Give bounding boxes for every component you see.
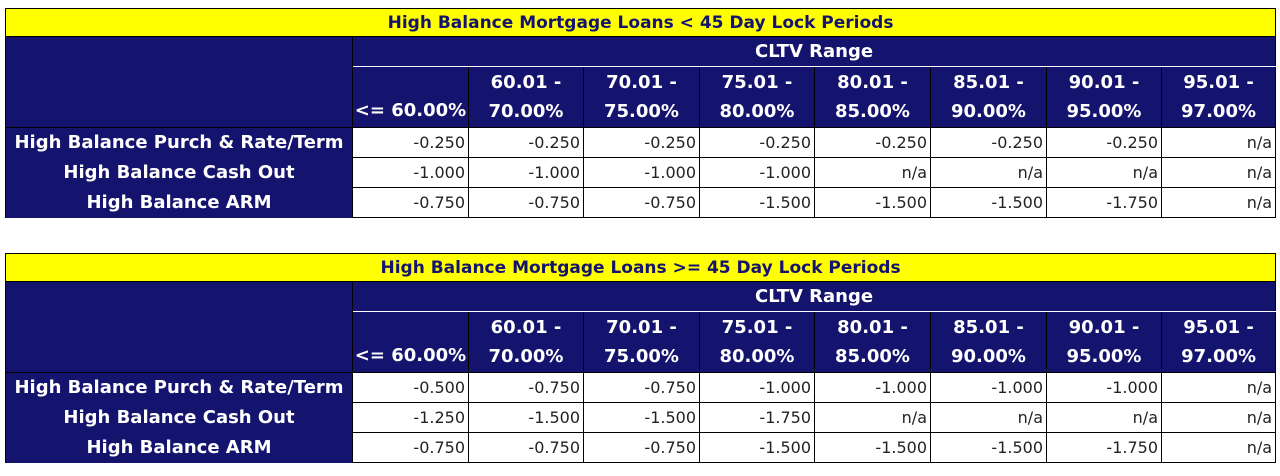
cell-value: -1.500 [699, 187, 815, 218]
cell-value: -0.750 [352, 187, 469, 218]
header-corner [5, 36, 353, 128]
cell-value: -0.250 [352, 127, 469, 158]
table-row: High Balance Cash Out -1.250 -1.500 -1.5… [5, 402, 1277, 433]
adjustment-table-under-45-day: High Balance Mortgage Loans < 45 Day Loc… [4, 8, 1277, 218]
cell-value: -0.250 [930, 127, 1047, 158]
cltv-range-header: CLTV Range [351, 281, 1277, 312]
range-header: 70.01 -75.00% [583, 311, 700, 373]
cell-value: -1.500 [583, 402, 700, 433]
cell-value: -1.000 [699, 372, 815, 403]
range-header: 60.01 -70.00% [468, 66, 584, 128]
cell-value: -1.750 [1046, 187, 1162, 218]
cell-value: n/a [930, 157, 1047, 188]
header-corner [5, 281, 353, 373]
cell-value: n/a [814, 157, 931, 188]
cell-value: -0.750 [352, 432, 469, 463]
cell-value: -0.250 [814, 127, 931, 158]
range-header: 90.01 -95.00% [1046, 66, 1162, 128]
table-row: High Balance ARM -0.750 -0.750 -0.750 -1… [5, 432, 1277, 463]
range-header: 95.01 -97.00% [1160, 66, 1277, 128]
row-label: High Balance Purch & Rate/Term [5, 127, 353, 158]
cell-value: n/a [1160, 372, 1277, 403]
range-header: <= 60.00% [352, 66, 469, 128]
cell-value: -1.000 [1046, 372, 1162, 403]
cell-value: n/a [1160, 157, 1277, 188]
range-header: 80.01 -85.00% [814, 66, 931, 128]
cell-value: -1.500 [814, 187, 931, 218]
cell-value: n/a [1046, 157, 1162, 188]
cell-value: -0.250 [583, 127, 700, 158]
cell-value: -1.000 [468, 157, 584, 188]
cell-value: -1.000 [699, 157, 815, 188]
cell-value: n/a [1160, 432, 1277, 463]
cell-value: -0.250 [1046, 127, 1162, 158]
cell-value: -1.500 [468, 402, 584, 433]
cell-value: -1.750 [699, 402, 815, 433]
row-label: High Balance ARM [5, 432, 353, 463]
cltv-range-header: CLTV Range [351, 36, 1277, 67]
cell-value: -1.000 [583, 157, 700, 188]
table-title: High Balance Mortgage Loans < 45 Day Loc… [4, 8, 1277, 37]
cell-value: -0.500 [352, 372, 469, 403]
cell-value: n/a [1160, 187, 1277, 218]
cell-value: -0.750 [468, 372, 584, 403]
cell-value: -1.500 [814, 432, 931, 463]
cell-value: -1.750 [1046, 432, 1162, 463]
cell-value: n/a [1160, 127, 1277, 158]
cell-value: -1.000 [814, 372, 931, 403]
table-row: High Balance ARM -0.750 -0.750 -0.750 -1… [5, 187, 1277, 218]
table-row: High Balance Cash Out -1.000 -1.000 -1.0… [5, 157, 1277, 188]
range-header: <= 60.00% [352, 311, 469, 373]
cell-value: -1.500 [930, 432, 1047, 463]
cell-value: -0.750 [583, 187, 700, 218]
range-header: 85.01 -90.00% [930, 311, 1047, 373]
cell-value: -1.000 [930, 372, 1047, 403]
table-row: High Balance Purch & Rate/Term -0.500 -0… [5, 372, 1277, 403]
row-label: High Balance Cash Out [5, 157, 353, 188]
cell-value: n/a [1046, 402, 1162, 433]
range-header: 60.01 -70.00% [468, 311, 584, 373]
cell-value: -1.500 [699, 432, 815, 463]
cell-value: -0.750 [468, 432, 584, 463]
row-label: High Balance Cash Out [5, 402, 353, 433]
cell-value: -0.750 [583, 432, 700, 463]
cell-value: -0.750 [583, 372, 700, 403]
cell-value: -0.250 [468, 127, 584, 158]
range-header: 75.01 -80.00% [699, 66, 815, 128]
range-header: 95.01 -97.00% [1160, 311, 1277, 373]
row-label: High Balance ARM [5, 187, 353, 218]
cell-value: -0.250 [699, 127, 815, 158]
cell-value: -0.750 [468, 187, 584, 218]
range-header: 75.01 -80.00% [699, 311, 815, 373]
table-row: High Balance Purch & Rate/Term -0.250 -0… [5, 127, 1277, 158]
range-header: 85.01 -90.00% [930, 66, 1047, 128]
cell-value: n/a [1160, 402, 1277, 433]
row-label: High Balance Purch & Rate/Term [5, 372, 353, 403]
cell-value: -1.500 [930, 187, 1047, 218]
cell-value: -1.000 [352, 157, 469, 188]
range-header: 80.01 -85.00% [814, 311, 931, 373]
adjustment-table-45-day-plus: High Balance Mortgage Loans >= 45 Day Lo… [4, 253, 1277, 463]
cell-value: -1.250 [352, 402, 469, 433]
range-header: 70.01 -75.00% [583, 66, 700, 128]
cell-value: n/a [814, 402, 931, 433]
cell-value: n/a [930, 402, 1047, 433]
range-header: 90.01 -95.00% [1046, 311, 1162, 373]
table-title: High Balance Mortgage Loans >= 45 Day Lo… [4, 253, 1277, 282]
